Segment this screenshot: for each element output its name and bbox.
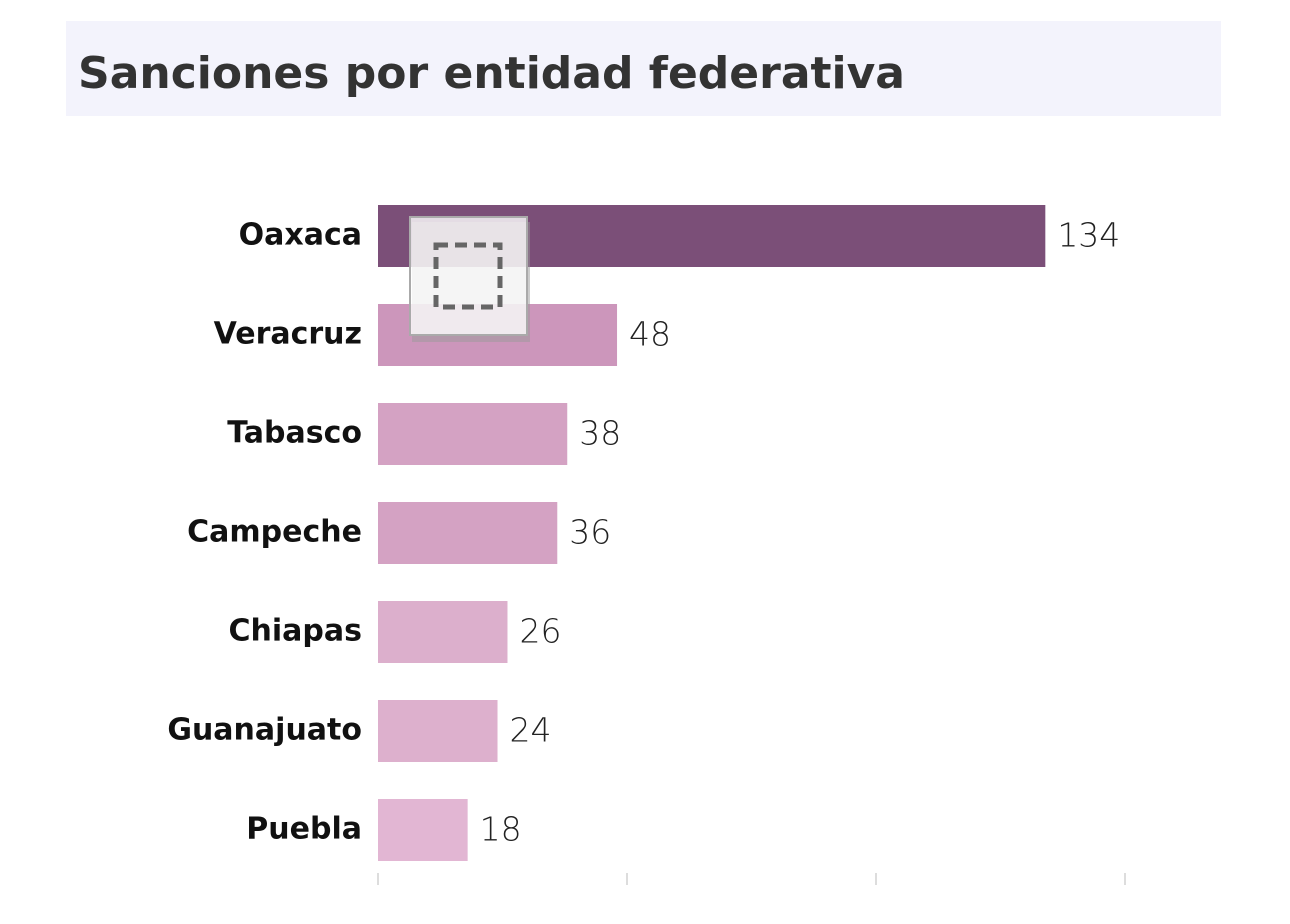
category-label: Chiapas [229,614,362,649]
category-label: Veracruz [214,317,362,352]
category-label: Campeche [187,515,362,550]
plot: Oaxaca 134 Veracruz 48 Tabasco 38 Campeche 36 Ch… [167,205,1126,885]
category-label: Guanajuato [167,713,362,748]
category-label: Tabasco [227,416,362,451]
value-label: 134 [1057,216,1120,255]
category-label: Oaxaca [239,218,362,253]
value-label: 26 [519,612,561,651]
title-band [66,21,1221,116]
value-label: 48 [629,315,671,354]
bar [378,502,558,564]
bar [378,601,508,663]
bar [378,403,568,465]
bar [378,799,468,861]
bar [378,700,498,762]
value-label: 36 [569,513,611,552]
value-label: 24 [510,711,552,750]
value-label: 38 [579,414,621,453]
drag-select-icon[interactable] [409,216,530,342]
chart-title: Sanciones por entidad federativa [78,48,905,99]
value-label: 18 [480,810,522,849]
category-label: Puebla [246,812,362,847]
